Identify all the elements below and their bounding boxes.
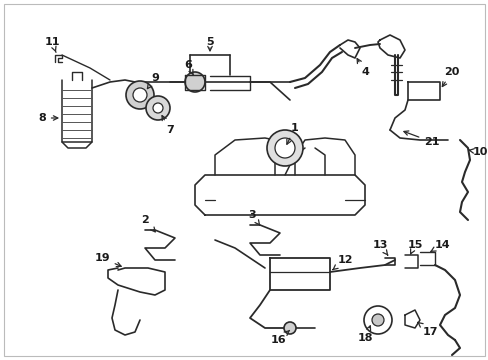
Text: 9: 9: [147, 73, 159, 89]
Circle shape: [284, 322, 295, 334]
Text: 6: 6: [183, 60, 193, 75]
Circle shape: [274, 138, 294, 158]
Text: 17: 17: [417, 322, 437, 337]
Text: 13: 13: [371, 240, 387, 255]
Text: 20: 20: [442, 67, 459, 86]
Text: 8: 8: [38, 113, 58, 123]
Text: 4: 4: [356, 59, 368, 77]
Text: 7: 7: [162, 116, 174, 135]
Circle shape: [153, 103, 163, 113]
Text: 3: 3: [248, 210, 259, 225]
Text: 14: 14: [430, 240, 449, 251]
Circle shape: [133, 88, 147, 102]
Text: 10: 10: [468, 147, 487, 157]
Circle shape: [184, 72, 204, 92]
Text: 12: 12: [332, 255, 352, 270]
Circle shape: [126, 81, 154, 109]
Text: 16: 16: [270, 330, 289, 345]
Text: 19: 19: [94, 253, 121, 267]
Text: 18: 18: [357, 326, 372, 343]
Circle shape: [363, 306, 391, 334]
Text: 5: 5: [206, 37, 213, 47]
Text: 2: 2: [141, 215, 155, 232]
Text: 1: 1: [286, 123, 298, 144]
Circle shape: [266, 130, 303, 166]
Circle shape: [371, 314, 383, 326]
Text: 15: 15: [407, 240, 422, 254]
Text: 21: 21: [403, 131, 439, 147]
Circle shape: [146, 96, 170, 120]
Text: 11: 11: [44, 37, 60, 52]
